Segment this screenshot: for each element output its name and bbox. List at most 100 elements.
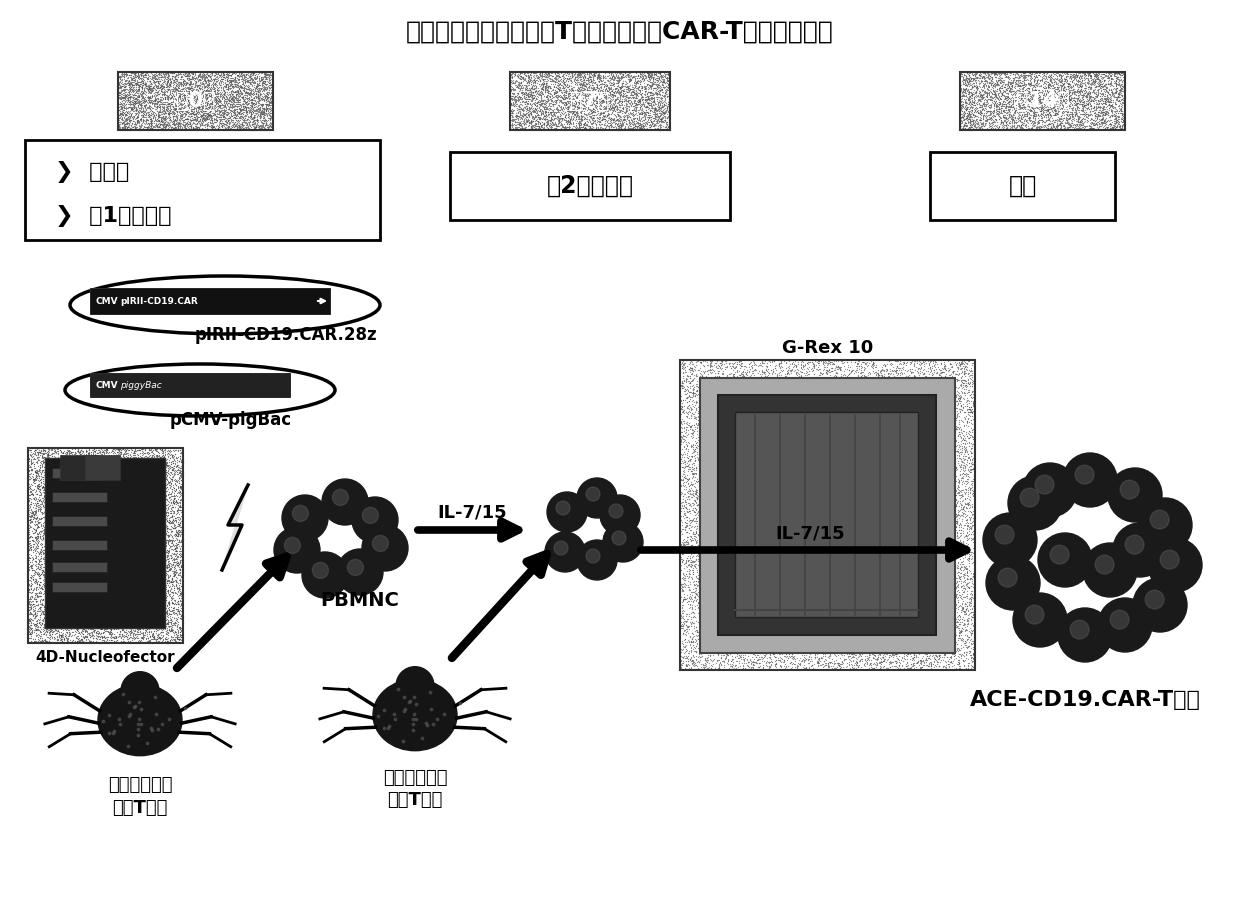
Point — [56, 547, 76, 561]
Point — [140, 476, 160, 491]
Point — [538, 113, 558, 128]
Point — [19, 498, 38, 512]
Point — [78, 512, 98, 527]
Point — [777, 366, 797, 380]
Point — [787, 383, 807, 397]
Point — [100, 536, 120, 550]
Point — [102, 607, 122, 622]
Point — [811, 480, 831, 494]
Point — [926, 371, 946, 386]
Point — [825, 472, 844, 487]
Point — [1099, 112, 1118, 127]
Point — [188, 97, 208, 111]
Point — [837, 434, 857, 449]
Point — [186, 74, 206, 89]
Point — [634, 119, 653, 133]
Point — [723, 462, 743, 476]
Point — [56, 496, 76, 510]
Point — [95, 527, 115, 541]
Point — [252, 103, 272, 118]
Point — [813, 541, 833, 556]
Point — [166, 625, 186, 640]
Point — [26, 472, 46, 486]
Point — [791, 510, 811, 524]
Point — [105, 501, 125, 516]
Point — [647, 99, 667, 113]
Point — [683, 561, 703, 576]
Point — [148, 473, 167, 488]
Point — [764, 476, 784, 491]
Point — [1112, 98, 1132, 112]
Point — [1114, 72, 1133, 87]
Point — [761, 429, 781, 443]
Point — [616, 80, 636, 94]
Point — [849, 580, 869, 595]
Point — [733, 491, 753, 505]
Point — [867, 643, 887, 657]
Point — [745, 530, 765, 545]
Point — [766, 486, 786, 500]
Point — [949, 607, 968, 622]
Point — [785, 433, 805, 448]
Point — [634, 106, 653, 120]
Point — [839, 614, 859, 628]
Point — [817, 602, 837, 616]
Point — [172, 601, 192, 615]
Point — [122, 72, 141, 87]
Point — [734, 434, 754, 449]
Point — [126, 107, 146, 121]
Point — [1111, 83, 1131, 98]
Point — [936, 661, 956, 675]
Point — [123, 120, 143, 135]
Point — [694, 443, 714, 458]
Point — [963, 489, 983, 503]
Point — [46, 529, 66, 544]
Point — [717, 611, 737, 625]
Point — [37, 600, 57, 614]
Point — [694, 662, 714, 676]
Point — [771, 448, 791, 462]
Point — [68, 458, 88, 472]
Point — [986, 67, 1006, 81]
Point — [94, 472, 114, 486]
Point — [522, 101, 542, 116]
Point — [861, 569, 880, 584]
Point — [203, 103, 223, 118]
Point — [672, 552, 692, 567]
Point — [807, 381, 827, 395]
Point — [880, 660, 900, 674]
Point — [962, 590, 982, 605]
Point — [124, 65, 144, 80]
Point — [833, 617, 853, 632]
Point — [139, 634, 159, 648]
Point — [68, 479, 88, 493]
Point — [156, 117, 176, 131]
Point — [723, 573, 743, 587]
Point — [743, 569, 763, 584]
Point — [770, 564, 790, 578]
Point — [522, 78, 542, 92]
Point — [673, 593, 693, 607]
Point — [748, 531, 768, 546]
Point — [822, 623, 842, 637]
Point — [229, 82, 249, 97]
Point — [33, 624, 53, 639]
Point — [882, 637, 901, 652]
Point — [108, 538, 128, 552]
Point — [740, 458, 760, 472]
Point — [671, 571, 691, 586]
Point — [166, 605, 186, 620]
Point — [962, 480, 982, 494]
Point — [582, 90, 601, 104]
Point — [192, 116, 212, 130]
Point — [743, 434, 763, 449]
Point — [637, 116, 657, 130]
Point — [801, 401, 821, 415]
Point — [866, 546, 885, 560]
Point — [722, 409, 742, 424]
Point — [553, 102, 573, 117]
Point — [100, 484, 120, 499]
Point — [200, 72, 219, 87]
Point — [744, 660, 764, 674]
Point — [851, 490, 870, 504]
